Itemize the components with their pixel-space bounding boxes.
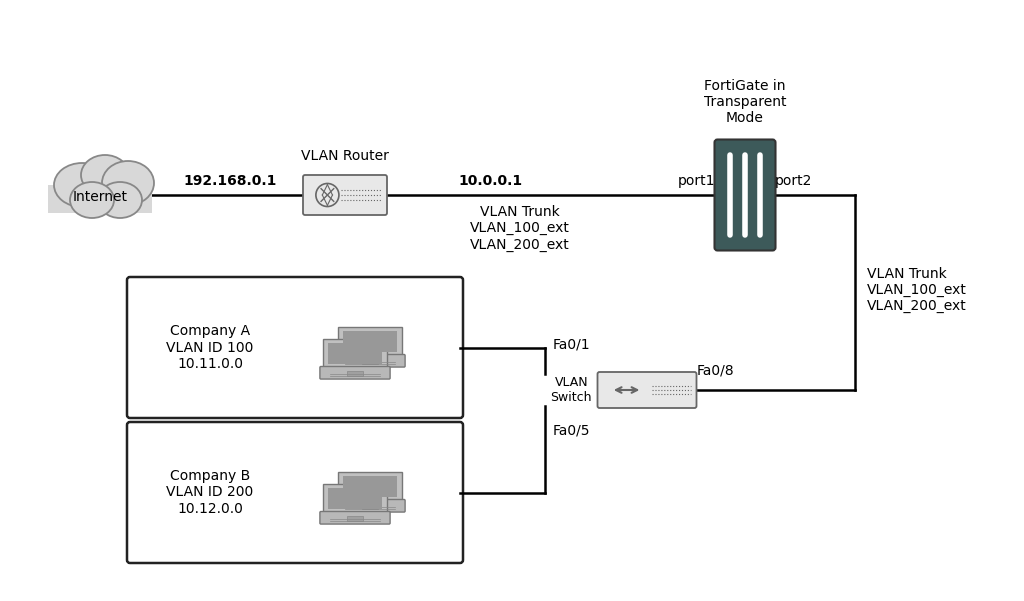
Text: Company B
VLAN ID 200
10.12.0.0: Company B VLAN ID 200 10.12.0.0	[166, 469, 254, 516]
Text: VLAN Trunk
VLAN_100_ext
VLAN_200_ext: VLAN Trunk VLAN_100_ext VLAN_200_ext	[867, 267, 967, 313]
Text: FortiGate in
Transparent
Mode: FortiGate in Transparent Mode	[703, 79, 786, 125]
FancyBboxPatch shape	[362, 359, 378, 364]
FancyBboxPatch shape	[338, 327, 402, 356]
FancyBboxPatch shape	[319, 511, 390, 524]
Text: port2: port2	[775, 174, 812, 188]
FancyBboxPatch shape	[597, 372, 696, 408]
FancyBboxPatch shape	[323, 484, 387, 513]
FancyBboxPatch shape	[338, 472, 402, 501]
Bar	[48, 185, 152, 213]
FancyBboxPatch shape	[343, 331, 397, 352]
FancyBboxPatch shape	[362, 504, 378, 509]
FancyBboxPatch shape	[347, 371, 362, 376]
Text: Company A
VLAN ID 100
10.11.0.0: Company A VLAN ID 100 10.11.0.0	[166, 325, 254, 371]
FancyBboxPatch shape	[328, 487, 382, 508]
Text: VLAN Trunk
VLAN_100_ext
VLAN_200_ext: VLAN Trunk VLAN_100_ext VLAN_200_ext	[470, 205, 570, 252]
Text: VLAN Router: VLAN Router	[301, 149, 389, 163]
Text: Fa0/5: Fa0/5	[553, 423, 591, 437]
Text: Fa0/1: Fa0/1	[553, 338, 591, 352]
FancyBboxPatch shape	[328, 343, 382, 364]
Text: Fa0/8: Fa0/8	[697, 364, 734, 378]
Text: 10.0.0.1: 10.0.0.1	[458, 174, 522, 188]
FancyBboxPatch shape	[335, 499, 406, 512]
FancyBboxPatch shape	[319, 367, 390, 379]
FancyBboxPatch shape	[347, 516, 362, 521]
FancyBboxPatch shape	[335, 355, 406, 367]
Text: VLAN
Switch: VLAN Switch	[551, 376, 592, 404]
Text: Internet: Internet	[73, 190, 128, 204]
FancyBboxPatch shape	[303, 175, 387, 215]
FancyBboxPatch shape	[127, 422, 463, 563]
FancyBboxPatch shape	[715, 139, 775, 251]
FancyBboxPatch shape	[343, 475, 397, 496]
Text: port1: port1	[678, 174, 715, 188]
Text: 192.168.0.1: 192.168.0.1	[183, 174, 276, 188]
FancyBboxPatch shape	[323, 338, 387, 368]
FancyBboxPatch shape	[127, 277, 463, 418]
